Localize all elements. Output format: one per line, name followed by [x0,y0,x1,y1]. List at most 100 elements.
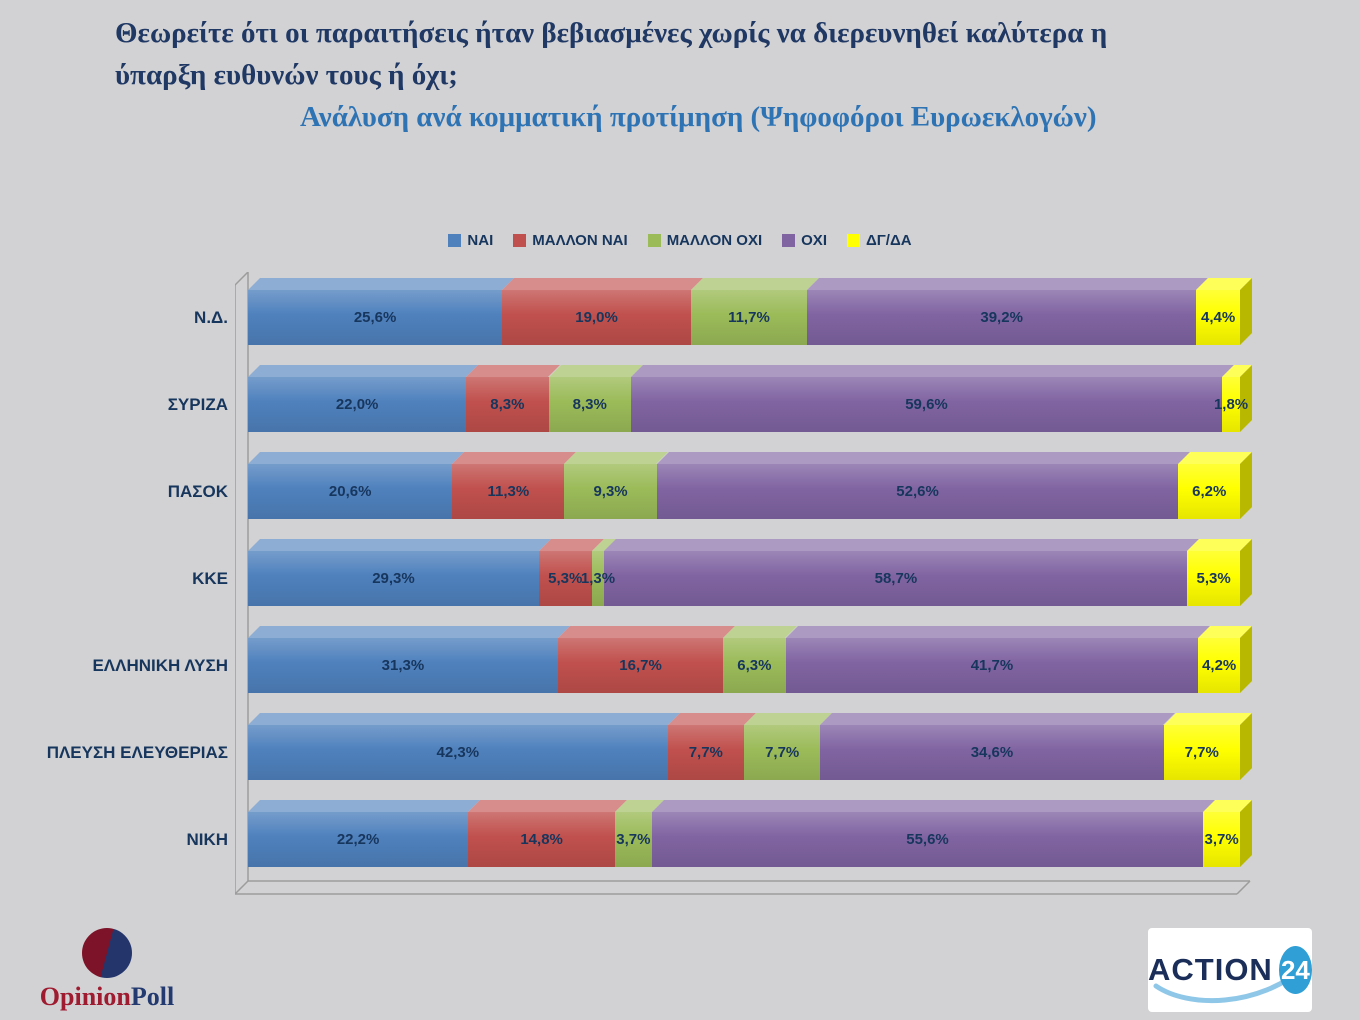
stacked-bar: 22,2% 14,8% 3,7% 55,6% 3,7% [248,800,1252,867]
segment-top-face [248,800,481,812]
legend-item: ΔΓ/ΔΑ [846,232,912,249]
segment-value-label: 52,6% [896,483,939,500]
bar-segment: 6,2% [1178,452,1252,519]
segment-top-face [248,539,551,551]
segment-value-label: 20,6% [328,483,372,500]
action24-wordmark: ACTION [1148,952,1273,987]
segment-top-face [564,452,669,464]
opinionpoll-text-poll: Poll [130,982,175,1011]
segment-value-label: 3,7% [616,831,651,848]
bar-segment: 55,6% [651,800,1216,867]
segment-value-label: 14,8% [520,831,563,848]
legend-item: ΜΑΛΛΟΝ ΝΑΙ [513,232,628,249]
segment-value-label: 31,3% [381,657,425,674]
segment-value-label: 3,7% [1204,831,1239,848]
bar-segment: 8,3% [548,365,643,432]
legend-label: ΝΑΙ [467,232,494,249]
bar-segment: 25,6% [248,278,515,345]
segment-value-label: 41,7% [970,657,1014,674]
opinionpoll-text: OpinionPoll [28,982,186,1012]
stacked-bar: 29,3% 5,3% 1,3% 58,7% 5,3% [248,539,1252,606]
segment-top-face [466,365,561,377]
bar-segment: 7,7% [743,713,833,780]
segment-value-label: 7,7% [688,744,723,761]
opinionpoll-logo: OpinionPoll [28,928,186,1012]
segment-top-face [468,800,628,812]
segment-value-label: 16,7% [619,657,662,674]
segment-value-label: 1,8% [1213,396,1249,413]
segment-value-label: 5,3% [1196,570,1231,587]
bar-segment: 9,3% [564,452,669,519]
segment-value-label: 9,3% [593,483,628,500]
segment-top-face [248,365,479,377]
segment-value-label: 42,3% [436,744,480,761]
segment-value-label: 55,6% [906,831,949,848]
segment-value-label: 4,2% [1202,657,1237,674]
legend-label: ΜΑΛΛΟΝ ΟΧΙ [666,232,763,249]
bar-segment: 1,8% [1213,365,1252,432]
segment-value-label: 11,7% [728,309,770,326]
bar-row: ΠΛΕΥΣΗ ΕΛΕΥΘΕΡΙΑΣ 42,3% 7,7% 7,7% 34,6% 7,7% [47,707,1252,794]
bar-segment: 4,4% [1196,278,1252,345]
action24-logo: ACTION 24 [1148,928,1312,1012]
segment-top-face [248,626,570,638]
segment-top-face [548,365,643,377]
segment-value-label: 6,3% [737,657,772,674]
segment-value-label: 1,3% [580,570,616,587]
ΜΑΛΛΟΝ ΟΧΙ-legend-swatch [647,234,661,247]
bar-segment: 14,8% [468,800,628,867]
segment-value-label: 22,2% [336,831,380,848]
segment-top-face [452,452,577,464]
segment-value-label: 22,0% [335,396,379,413]
segment-top-face [785,626,1211,638]
bar-segment: 11,7% [690,278,820,345]
bar-row: ΝΙΚΗ 22,2% 14,8% 3,7% 55,6% 3,7% [186,794,1252,881]
bar-segment: 29,3% [248,539,551,606]
bar-segment: 22,0% [248,365,479,432]
segment-value-label: 5,3% [548,570,583,587]
bar-segment: 16,7% [557,626,736,693]
segment-value-label: 58,7% [874,570,918,587]
legend-item: ΜΑΛΛΟΝ ΟΧΙ [647,232,763,249]
stacked-bar: 25,6% 19,0% 11,7% 39,2% 4,4% [248,278,1252,345]
bar-segment: 34,6% [820,713,1176,780]
legend-label: ΔΓ/ΔΑ [865,232,912,249]
segment-top-face [557,626,736,638]
category-label: ΚΚΕ [192,568,228,588]
segment-top-face [656,452,1191,464]
bar-segment: 41,7% [785,626,1211,693]
bar-segment: 7,7% [1163,713,1252,780]
bar-segment: 59,6% [630,365,1235,432]
category-label: ΠΛΕΥΣΗ ΕΛΕΥΘΕΡΙΑΣ [46,742,228,762]
segment-value-label: 25,6% [353,309,397,326]
segment-value-label: 7,7% [1184,744,1219,761]
segment-value-label: 8,3% [572,396,607,413]
segment-value-label: 34,6% [970,744,1014,761]
legend-label: ΟΧΙ [801,232,827,249]
segment-value-label: 29,3% [372,570,415,587]
bar-segment: 5,3% [538,539,604,606]
bar-segment: 11,3% [452,452,577,519]
bar-segment: 19,0% [502,278,703,345]
bar-segment: 6,3% [723,626,798,693]
bar-segment: 3,7% [1203,800,1252,867]
segment-value-label: 39,2% [980,309,1023,326]
stacked-bar: 20,6% 11,3% 9,3% 52,6% 6,2% [248,452,1252,519]
bar-segment: 4,2% [1198,626,1252,693]
segment-top-face [667,713,756,725]
bar-segment: 3,7% [615,800,664,867]
legend: ΝΑΙ ΜΑΛΛΟΝ ΝΑΙ ΜΑΛΛΟΝ ΟΧΙ ΟΧΙ ΔΓ/ΔΑ [0,232,1360,249]
bar-row: ΠΑΣΟΚ 20,6% 11,3% 9,3% 52,6% 6,2% [168,446,1252,533]
segment-value-label: 4,4% [1201,309,1236,326]
ΔΓ/ΔΑ-legend-swatch [846,234,860,247]
bar-segment: 42,3% [248,713,680,780]
segment-value-label: 11,3% [487,483,530,500]
bar-row: Ν.Δ. 25,6% 19,0% 11,7% 39,2% 4,4% [194,272,1252,359]
chart-title-line2: ύπαρξη ευθυνών τους ή όχι; [115,59,458,91]
bar-segment: 20,6% [248,452,465,519]
legend-item: ΟΧΙ [782,232,827,249]
segment-top-face [807,278,1209,290]
title-block: Θεωρείτε ότι οι παραιτήσεις ήταν βεβιασμ… [115,12,1295,138]
chart-title-line1: Θεωρείτε ότι οι παραιτήσεις ήταν βεβιασμ… [115,17,1108,49]
segment-top-face [1163,713,1252,725]
